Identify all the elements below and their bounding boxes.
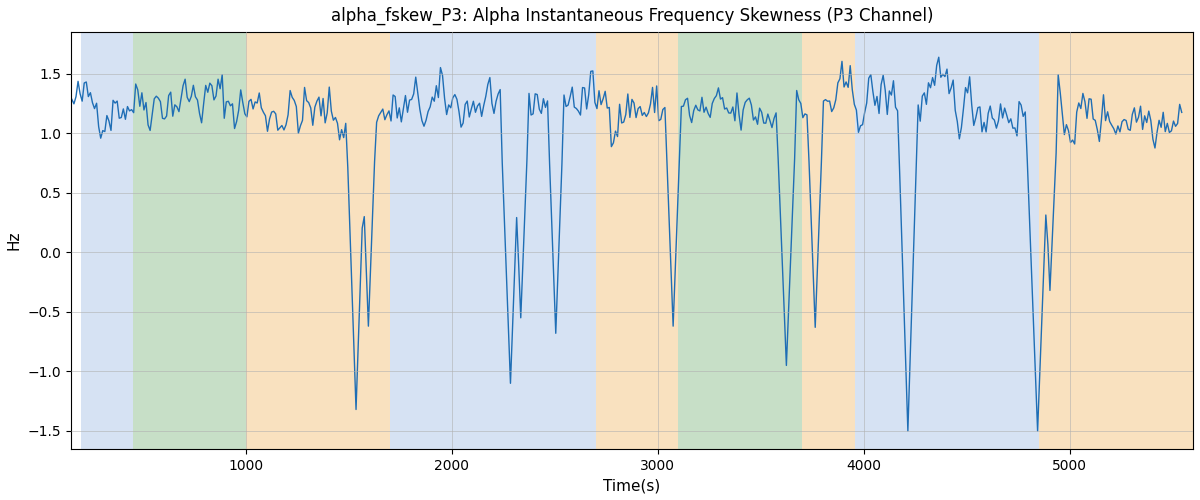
Bar: [133, 32, 246, 449]
Bar: [802, 32, 856, 449]
Bar: [1039, 32, 1193, 449]
Bar: [246, 32, 390, 449]
Y-axis label: Hz: Hz: [7, 230, 22, 250]
Bar: [596, 32, 678, 449]
Bar: [82, 32, 133, 449]
Bar: [678, 32, 802, 449]
Title: alpha_fskew_P3: Alpha Instantaneous Frequency Skewness (P3 Channel): alpha_fskew_P3: Alpha Instantaneous Freq…: [331, 7, 934, 25]
X-axis label: Time(s): Time(s): [604, 478, 660, 493]
Bar: [856, 32, 1039, 449]
Bar: [390, 32, 596, 449]
